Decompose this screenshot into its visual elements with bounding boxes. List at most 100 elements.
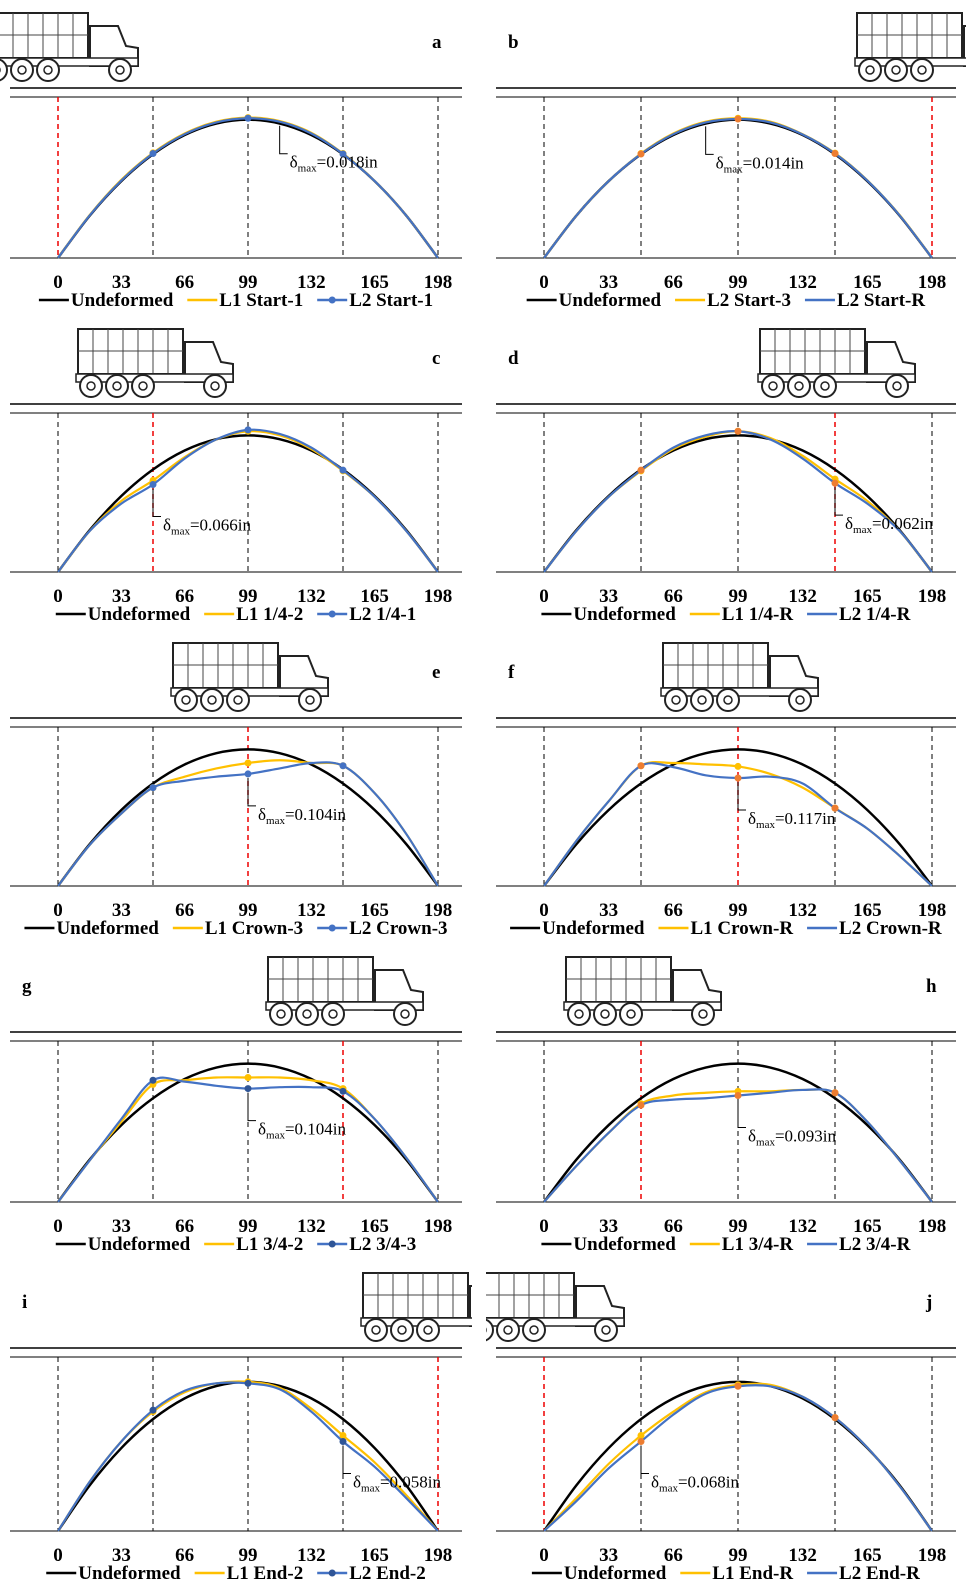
legend-label: Undeformed <box>573 604 676 625</box>
annotation-leader <box>737 782 746 811</box>
x-tick-label: 99 <box>239 900 258 921</box>
annotation-text: =0.058in <box>380 1473 442 1492</box>
x-tick-label: 0 <box>539 586 549 607</box>
x-tick-label: 99 <box>239 1216 258 1237</box>
legend-label: Undeformed <box>71 290 174 311</box>
x-tick-label: 0 <box>53 900 63 921</box>
legend-label: L2 Start-3 <box>707 290 791 311</box>
annotation-sub: max <box>171 526 190 538</box>
truck-hub <box>276 1009 286 1019</box>
truck-hub <box>600 1009 610 1019</box>
truck-hub <box>233 695 243 705</box>
series-marker <box>734 115 742 123</box>
panel-label: e <box>432 662 440 683</box>
annotation-leader <box>737 1099 746 1128</box>
truck-hub <box>17 65 27 75</box>
truck-hub <box>891 65 901 75</box>
legend-label: L2 1/4-R <box>839 604 911 625</box>
truck-chassis <box>0 57 139 67</box>
legend-marker <box>328 1240 336 1248</box>
truck-hub <box>601 1325 611 1335</box>
series-marker <box>244 1085 252 1093</box>
annotation-text: =0.014in <box>743 153 805 172</box>
series-marker <box>339 466 347 474</box>
truck-chassis <box>660 687 819 697</box>
x-tick-label: 33 <box>599 1216 618 1237</box>
series-marker <box>149 1076 157 1084</box>
panel: c δmax=0.066in 0 33 66 99 132 165 198 Undeformed L… <box>10 328 462 625</box>
legend-label: L2 3/4-3 <box>349 1234 416 1255</box>
annotation-leader <box>705 126 714 155</box>
series-marker <box>831 150 839 158</box>
annotation-text: =0.093in <box>775 1126 837 1145</box>
legend-label: L2 Start-1 <box>349 290 433 311</box>
series-marker <box>244 426 252 434</box>
x-tick-label: 0 <box>53 1216 63 1237</box>
annotation: δmax=0.062in <box>845 514 934 536</box>
x-tick-label: 132 <box>297 1216 326 1237</box>
truck-hub <box>181 695 191 705</box>
truck-chassis <box>75 373 234 383</box>
legend-label: L1 3/4-R <box>722 1234 794 1255</box>
truck-hub <box>112 381 122 391</box>
x-tick-label: 99 <box>729 1545 748 1566</box>
series-marker <box>339 1432 347 1440</box>
x-tick-label: 198 <box>918 1216 947 1237</box>
truck-icon <box>563 956 722 1026</box>
annotation: δmax=0.117in <box>748 809 836 831</box>
annotation-leader <box>247 1092 256 1122</box>
annotation-symbol: δ <box>290 153 298 172</box>
x-tick-label: 66 <box>175 900 194 921</box>
legend-label: Undeformed <box>559 290 662 311</box>
x-tick-label: 198 <box>918 272 947 293</box>
panel-label: b <box>508 32 519 53</box>
legend-label: L2 End-2 <box>349 1563 426 1584</box>
x-tick-label: 0 <box>53 586 63 607</box>
legend-label: Undeformed <box>564 1563 667 1584</box>
x-tick-label: 165 <box>853 900 882 921</box>
truck-hub <box>794 381 804 391</box>
x-tick-label: 99 <box>239 272 258 293</box>
x-tick-label: 66 <box>175 1216 194 1237</box>
panel-label: j <box>925 1292 932 1313</box>
annotation: δmax=0.104in <box>258 1120 347 1142</box>
x-tick-label: 0 <box>539 272 549 293</box>
truck-chassis <box>757 373 916 383</box>
series-marker <box>339 762 347 770</box>
truck-hub <box>671 695 681 705</box>
x-tick-label: 33 <box>112 900 131 921</box>
truck-hub <box>917 65 927 75</box>
truck-hub <box>723 695 733 705</box>
truck-icon <box>486 1272 625 1342</box>
x-tick-label: 0 <box>53 1545 63 1566</box>
x-tick-label: 99 <box>729 586 748 607</box>
panel-label: g <box>22 976 32 997</box>
x-tick-label: 198 <box>918 586 947 607</box>
truck-hub <box>529 1325 539 1335</box>
annotation-sub: max <box>659 1483 678 1495</box>
legend-marker <box>328 924 336 932</box>
series-marker <box>734 1382 742 1390</box>
truck-hub <box>795 695 805 705</box>
x-tick-label: 0 <box>53 272 63 293</box>
series-marker <box>637 1432 645 1440</box>
panel-label: i <box>22 1292 27 1313</box>
annotation-leader <box>640 1445 649 1474</box>
truck-chassis <box>360 1317 472 1327</box>
legend: Undeformed L1 Crown-3 L2 Crown-3 <box>24 918 448 939</box>
x-tick-label: 99 <box>729 1216 748 1237</box>
x-tick-label: 0 <box>539 900 549 921</box>
legend-label: L1 1/4-R <box>722 604 794 625</box>
legend-label: L1 Start-1 <box>219 290 303 311</box>
annotation: δmax=0.093in <box>748 1126 837 1148</box>
legend: Undeformed L1 End-2 L2 End-2 <box>46 1563 426 1584</box>
panel-label: h <box>926 976 937 997</box>
legend-label: L1 1/4-2 <box>236 604 303 625</box>
legend-label: L2 1/4-1 <box>349 604 416 625</box>
legend: Undeformed L1 Start-1 L2 Start-1 <box>38 290 433 311</box>
annotation-leader <box>279 125 288 155</box>
annotation: δmax=0.018in <box>290 153 379 175</box>
annotation: δmax=0.066in <box>163 516 252 538</box>
annotation-sub: max <box>756 819 775 831</box>
legend-label: L2 Crown-3 <box>349 918 447 939</box>
